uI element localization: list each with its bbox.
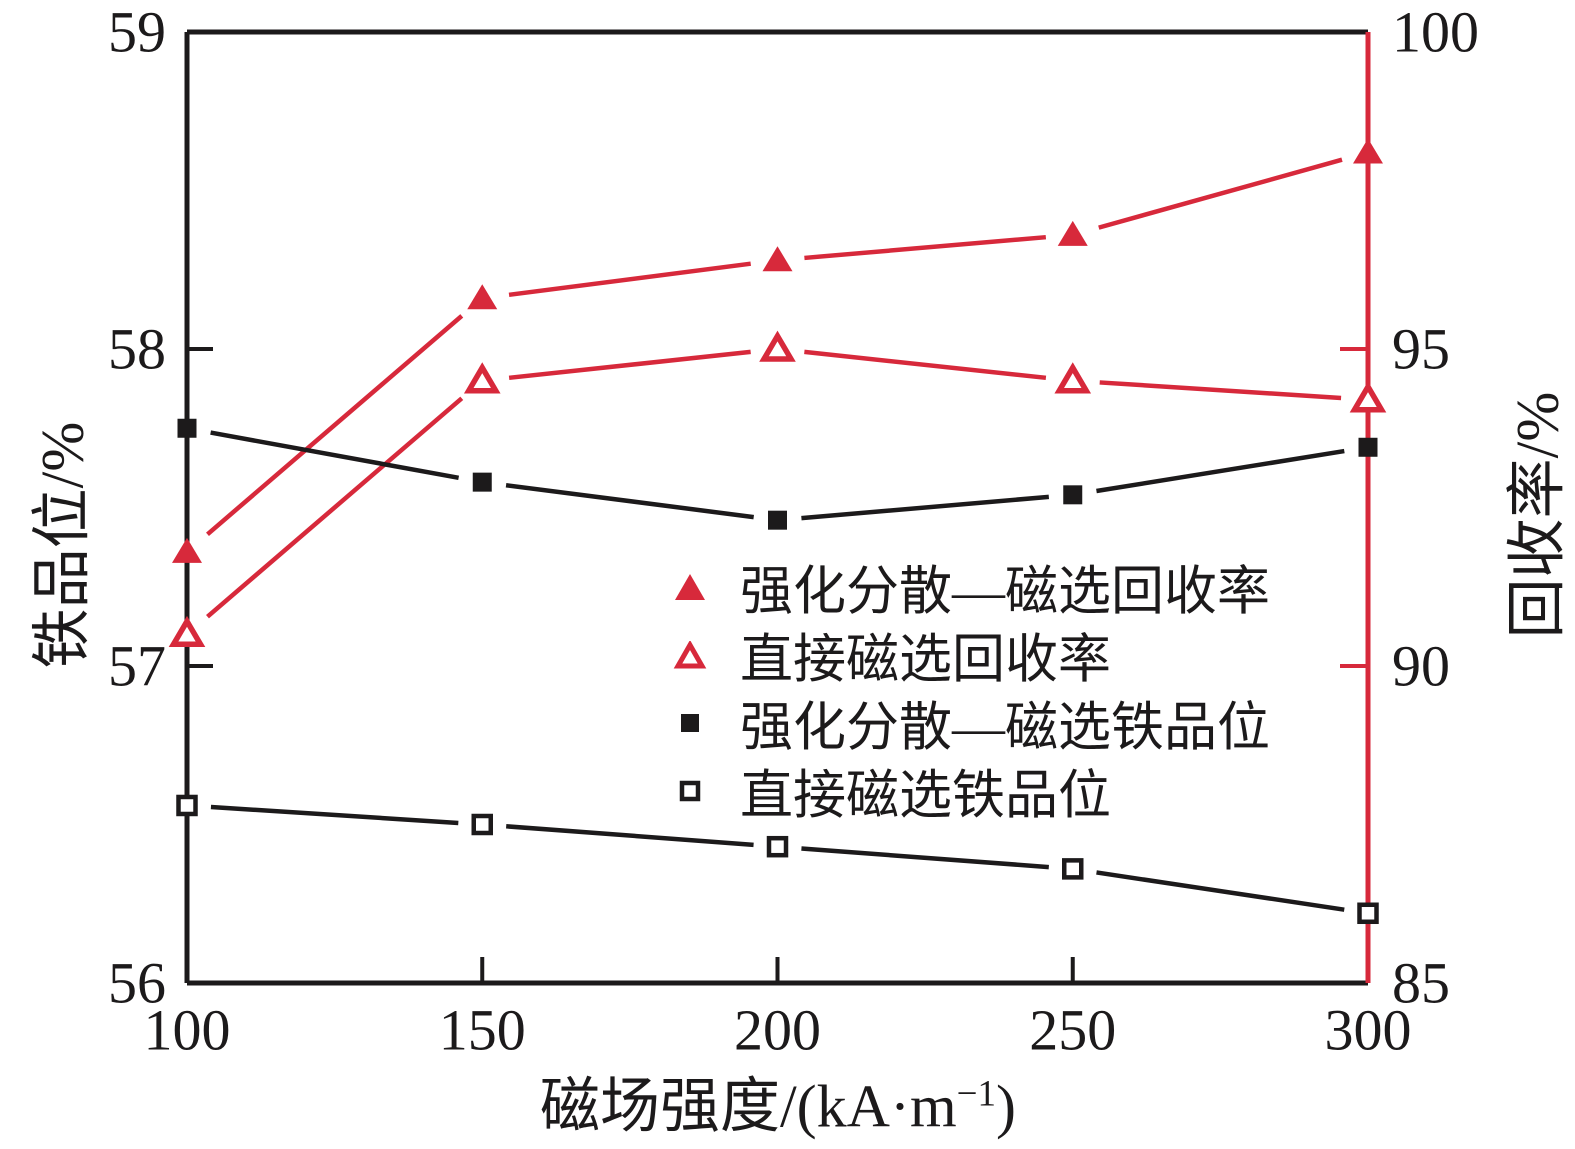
- left-axis-title: 铁品位/%: [29, 421, 96, 669]
- x-axis-title: 磁场强度/(kA·m−1): [540, 1058, 1016, 1145]
- legend: 强化分散—磁选回收率 直接磁选回收率 强化分散—磁选铁品位: [658, 553, 1270, 825]
- legend-label: 直接磁选铁品位: [740, 767, 1111, 825]
- data-point-triangle-filled: [1057, 220, 1088, 246]
- legend-label: 强化分散—磁选回收率: [740, 563, 1270, 621]
- square-filled-line-segment: [505, 482, 754, 520]
- square-filled-line-segment: [210, 430, 460, 481]
- triangle-open-line-segment: [1099, 380, 1342, 401]
- legend-marker-triangle-filled: [675, 574, 705, 600]
- data-point-triangle-filled: [1353, 138, 1383, 164]
- x-axis-tick-label: 250: [1029, 998, 1116, 1063]
- filled-triangle-icon: [658, 573, 722, 601]
- data-point-square-filled: [177, 418, 197, 438]
- left-axis-tick-label: 58: [108, 317, 166, 382]
- right-axis-tick-label: 90: [1392, 634, 1450, 699]
- x-axis-title-superscript: −1: [956, 1073, 997, 1115]
- x-axis-tick-label: 100: [144, 998, 231, 1063]
- data-point-triangle-filled: [172, 537, 202, 563]
- data-point-triangle-open: [759, 330, 796, 362]
- right-axis-title: 回收率/%: [1504, 391, 1571, 639]
- triangle-open-line-segment: [508, 349, 751, 381]
- data-point-triangle-filled: [762, 246, 793, 272]
- data-point-square-open: [176, 794, 198, 817]
- triangle-filled-line-segment: [508, 261, 752, 298]
- legend-item-direct-grade: 直接磁选铁品位: [658, 757, 1270, 825]
- triangle-open-line-segment: [804, 349, 1047, 381]
- legend-marker-triangle-open: [673, 641, 707, 669]
- right-axis-tick-label: 100: [1392, 0, 1479, 65]
- data-point-triangle-open: [463, 362, 501, 394]
- square-open-line-segment: [801, 846, 1049, 870]
- x-axis-title-close: ): [996, 1073, 1016, 1140]
- triangle-filled-line-segment: [804, 234, 1047, 261]
- filled-square-icon: [658, 712, 722, 734]
- open-square-icon: [658, 780, 722, 802]
- data-point-square-filled: [768, 510, 787, 530]
- legend-item-enhanced-grade: 强化分散—磁选铁品位: [658, 689, 1270, 757]
- x-axis-tick-label: 150: [439, 998, 526, 1063]
- legend-item-direct-recovery: 直接磁选回收率: [658, 621, 1270, 689]
- triangle-filled-line-segment: [1098, 157, 1343, 230]
- data-point-square-filled: [1063, 485, 1083, 505]
- x-axis-title-text: 磁场强度/(kA·m: [540, 1073, 957, 1140]
- square-filled-line-segment: [1096, 448, 1345, 494]
- data-point-triangle-open: [1349, 381, 1387, 413]
- legend-marker-square-filled: [681, 714, 699, 732]
- open-triangle-icon: [658, 641, 722, 669]
- legend-marker-square-open: [679, 780, 701, 802]
- data-point-triangle-open: [1054, 362, 1092, 394]
- data-point-square-filled: [472, 472, 492, 492]
- right-axis-tick-label: 85: [1392, 951, 1450, 1016]
- data-point-square-open: [1062, 858, 1084, 880]
- data-point-square-open: [1357, 902, 1379, 925]
- legend-label: 直接磁选回收率: [740, 631, 1111, 689]
- left-axis-tick-label: 56: [108, 951, 166, 1016]
- x-axis-tick-label: 300: [1325, 998, 1412, 1063]
- triangle-filled-line-segment: [206, 314, 464, 536]
- left-axis-tick-label: 59: [108, 0, 166, 65]
- data-point-square-open: [471, 813, 493, 836]
- square-filled-line-segment: [801, 494, 1050, 521]
- square-open-line-segment: [210, 804, 459, 826]
- triangle-open-line-segment: [206, 396, 464, 619]
- legend-label: 强化分散—磁选铁品位: [740, 699, 1270, 757]
- data-point-square-filled: [1358, 437, 1378, 457]
- left-axis-tick-label: 57: [108, 634, 166, 699]
- data-point-triangle-open: [168, 615, 206, 648]
- legend-item-enhanced-recovery: 强化分散—磁选回收率: [658, 553, 1270, 621]
- x-axis-tick-label: 200: [734, 998, 821, 1063]
- square-open-line-segment: [1096, 870, 1345, 912]
- square-open-line-segment: [506, 824, 754, 848]
- right-axis-tick-label: 95: [1392, 317, 1450, 382]
- data-point-square-open: [766, 835, 789, 858]
- data-point-triangle-filled: [467, 284, 498, 310]
